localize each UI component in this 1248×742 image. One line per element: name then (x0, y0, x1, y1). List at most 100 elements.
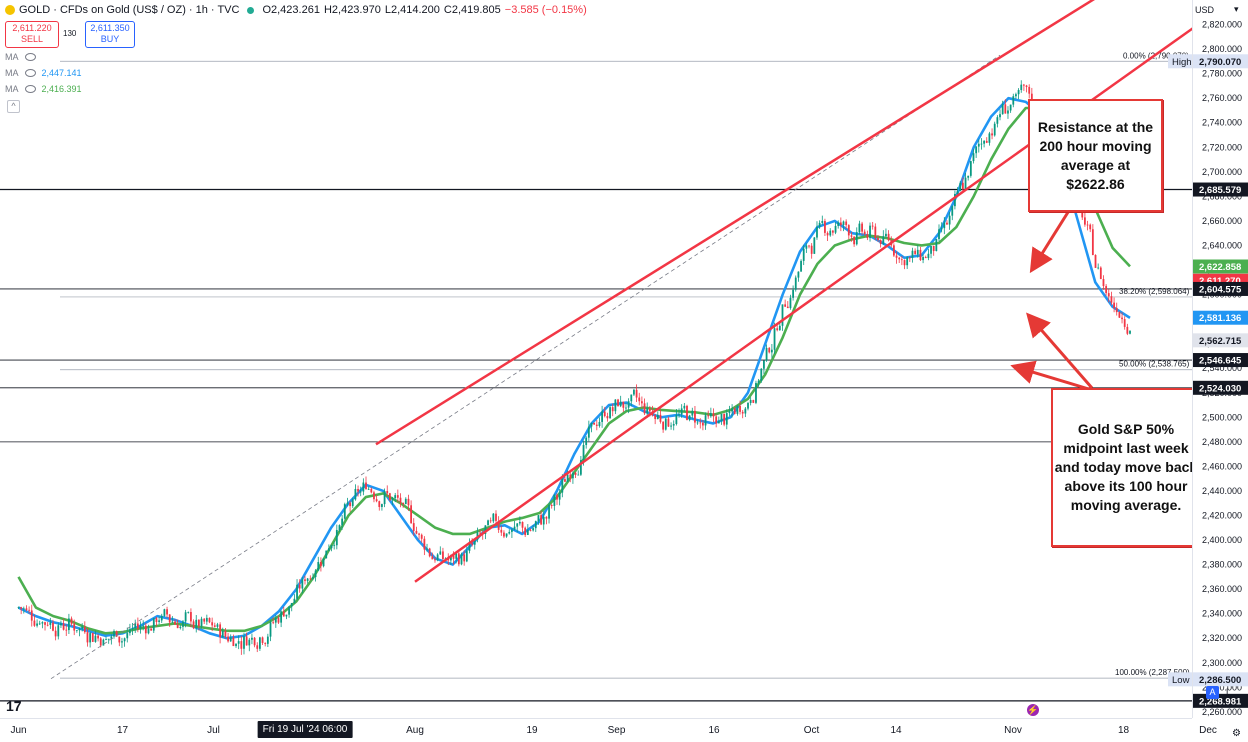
candle-body (269, 622, 272, 637)
candle-body (1025, 85, 1028, 87)
candle-body (266, 636, 269, 644)
candle-body (797, 271, 800, 278)
candle-body (152, 618, 155, 631)
indicator-ma-1[interactable]: MA (5, 52, 36, 62)
candle-body (540, 515, 542, 525)
eye-icon[interactable] (24, 69, 36, 77)
indicator-ma-2[interactable]: MA 2,447.141 (5, 68, 82, 78)
candle-body (237, 641, 240, 644)
candle-body (667, 418, 670, 427)
candle-body (166, 609, 168, 615)
auto-scale-button[interactable]: A (1206, 686, 1219, 699)
chevron-down-icon[interactable]: ▾ (1234, 4, 1239, 14)
candle-body (672, 423, 675, 426)
candle-body (802, 248, 805, 261)
price-tag-box (1168, 54, 1192, 69)
candle-body (765, 347, 768, 361)
candle-body (646, 408, 649, 414)
candle-body (630, 394, 633, 402)
candle-body (423, 538, 426, 550)
candle-body (513, 526, 516, 530)
ma-200-line (17, 106, 1131, 635)
chart-plot-area[interactable]: 0.00% (2,790.070)38.20% (2,598.064)50.00… (0, 0, 1192, 718)
candle-body (725, 413, 728, 425)
candle-body (280, 611, 283, 623)
candle-body (996, 117, 999, 124)
candle-body (118, 636, 121, 643)
candle-body (908, 257, 911, 259)
price-chart[interactable]: 0.00% (2,790.070)38.20% (2,598.064)50.00… (0, 0, 1192, 718)
candle-body (964, 177, 967, 190)
price-tick-label: 2,460.000 (1202, 461, 1242, 471)
candle-body (333, 545, 336, 547)
candle-body (1115, 307, 1118, 313)
gear-icon[interactable]: ⚙ (1232, 728, 1241, 739)
candle-body (479, 532, 481, 534)
symbol-title[interactable]: GOLD · CFDs on Gold (US$ / OZ) · 1h · TV… (19, 4, 240, 16)
candle-body (436, 554, 439, 561)
collapse-indicators-icon[interactable]: ^ (7, 100, 20, 113)
candle-body (834, 225, 837, 233)
candle-body (1028, 86, 1031, 94)
candle-body (309, 578, 312, 580)
eye-icon[interactable] (24, 53, 36, 61)
candle-body (418, 533, 420, 535)
candle-body (550, 505, 553, 506)
price-label-box (1193, 333, 1248, 348)
candle-body (670, 425, 672, 427)
price-tick-label: 2,340.000 (1202, 609, 1242, 619)
annotation-arrow (1029, 208, 1072, 274)
candle-body (261, 637, 264, 643)
price-label: 2,790.070 (1199, 57, 1241, 68)
time-tick-label: 18 (1117, 725, 1130, 736)
flash-icon[interactable]: ⚡ (1027, 704, 1039, 716)
candle-body (1012, 96, 1015, 105)
candle-body (402, 502, 405, 505)
candle-body (288, 606, 290, 615)
candle-body (126, 633, 129, 639)
candle-body (609, 407, 611, 419)
candle-body (885, 233, 887, 237)
candle-body (675, 414, 678, 424)
buy-label: BUY (100, 34, 120, 44)
indicator-label: MA (5, 68, 19, 78)
trend-line-dashed (50, 54, 1001, 680)
indicator-label: MA (5, 52, 19, 62)
candle-body (383, 490, 386, 505)
indicator-value: 2,447.141 (41, 68, 82, 78)
currency-selector[interactable]: USD (1195, 5, 1215, 15)
price-tag-box (1168, 672, 1192, 687)
candle-body (282, 611, 285, 617)
candle-body (542, 516, 545, 525)
candle-body (1102, 278, 1105, 287)
candle-body (617, 399, 619, 407)
price-axis[interactable]: 2,260.000 2,280.000 2,300.000 2,320.000 2,34… (1192, 0, 1248, 718)
candle-body (357, 488, 359, 492)
candle-body (30, 610, 33, 621)
candle-body (861, 223, 863, 232)
indicator-ma-3[interactable]: MA 2,416.391 (5, 84, 82, 94)
log-scale-button[interactable]: L (1225, 687, 1231, 697)
candle-body (243, 636, 245, 649)
candle-body (75, 630, 78, 632)
candle-body (922, 257, 924, 261)
candle-body (317, 562, 320, 571)
candle-body (492, 513, 495, 522)
candle-body (744, 408, 747, 414)
candle-body (946, 222, 948, 225)
price-label: 2,622.858 (1199, 262, 1241, 273)
buy-button[interactable]: 2,611.350 BUY (85, 21, 135, 48)
eye-icon[interactable] (24, 85, 36, 93)
tradingview-logo[interactable]: 17 (6, 698, 22, 714)
candle-body (961, 182, 964, 190)
candle-body (967, 175, 970, 178)
candle-body (38, 623, 41, 625)
candle-body (343, 504, 346, 519)
candle-body (452, 555, 455, 559)
candle-body (842, 221, 845, 226)
time-axis[interactable]: Jun 17 Jul Aug 19 Sep 16 Oct 14 Nov 18 Dec Fri 19 Ju… (0, 718, 1217, 742)
sell-button[interactable]: 2,611.220 SELL (5, 21, 59, 48)
candle-body (648, 408, 651, 412)
time-tick-label: Aug (406, 725, 424, 736)
candle-body (818, 222, 821, 227)
